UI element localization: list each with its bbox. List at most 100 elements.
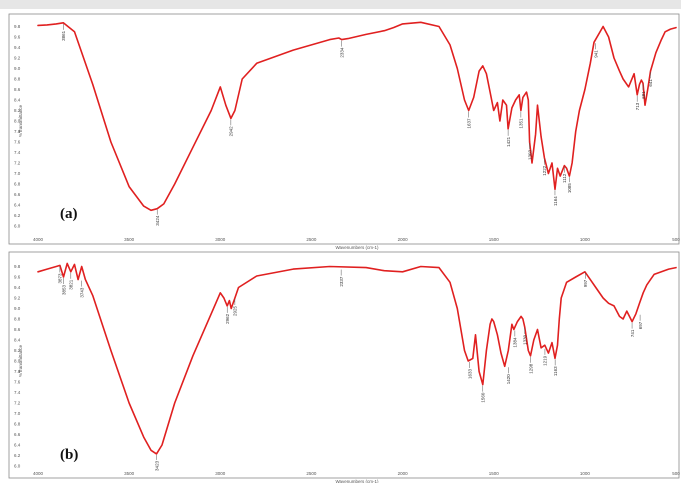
peak-label: 3424 — [155, 215, 160, 226]
top-border-strip — [0, 0, 681, 9]
peak-label: 1222 — [542, 165, 547, 176]
panel-label: (b) — [60, 447, 78, 463]
y-tick-label: 9.6 — [14, 275, 21, 280]
peak-label: 1351 — [519, 118, 524, 129]
peak-label: 941 — [593, 50, 598, 58]
y-tick-label: 6.6 — [14, 192, 21, 197]
x-tick-label: 2500 — [306, 471, 317, 476]
peak-label: 1330 — [523, 334, 528, 345]
y-tick-label: 7.0 — [14, 411, 21, 416]
y-tick-label: 6.0 — [14, 464, 21, 469]
peak-label: 3821 — [69, 279, 74, 290]
peak-label: 1384 — [513, 337, 518, 348]
y-tick-label: 9.8 — [14, 264, 21, 269]
peak-label: 3743 — [80, 287, 85, 298]
x-tick-label: 4000 — [33, 237, 44, 242]
peak-label: 1164 — [553, 196, 558, 206]
x-tick-label: 4000 — [33, 471, 44, 476]
y-tick-label: 8.8 — [14, 317, 21, 322]
x-tick-label: 3500 — [124, 237, 135, 242]
x-tick-label: 1000 — [580, 237, 591, 242]
y-axis-label: %Transmittance — [18, 104, 23, 137]
x-tick-label: 2000 — [398, 237, 409, 242]
y-tick-label: 6.4 — [14, 203, 21, 208]
y-tick-label: 9.0 — [14, 66, 21, 71]
y-tick-label: 8.2 — [14, 108, 21, 113]
peak-label: 1219 — [543, 355, 548, 366]
spectrum-panel-a: 6.0 6.2 6.4 6.6 6.8 7.0 7.2 7.4 7.6 7.8 8.0 8.2 8.4 8… — [8, 13, 680, 250]
peak-label: 2925 — [233, 306, 238, 317]
y-tick-label: 9.4 — [14, 285, 21, 290]
y-tick-label: 8.6 — [14, 87, 21, 92]
peak-label: 1112 — [562, 173, 567, 183]
peak-label: 1085 — [567, 183, 572, 194]
peak-label: 713 — [635, 102, 640, 110]
peak-label: 1637 — [467, 118, 472, 129]
peak-label: 3873 — [58, 273, 63, 284]
x-axis-label: Wavenumbers (cm-1) — [335, 479, 379, 483]
y-tick-label: 8.8 — [14, 77, 21, 82]
panel-label: (a) — [60, 206, 78, 222]
peak-label: 2334 — [339, 47, 344, 58]
peak-label: 1633 — [467, 369, 472, 380]
y-tick-label: 8.4 — [14, 338, 21, 343]
y-tick-label: 7.8 — [14, 129, 21, 134]
y-tick-label: 6.4 — [14, 443, 21, 448]
y-tick-label: 7.6 — [14, 380, 21, 385]
x-tick-label: 2000 — [398, 471, 409, 476]
y-tick-label: 7.0 — [14, 171, 21, 176]
x-tick-label: 2500 — [306, 237, 317, 242]
peak-label: 1163 — [553, 366, 558, 376]
y-tick-label: 9.4 — [14, 45, 21, 50]
y-tick-label: 6.8 — [14, 422, 21, 427]
x-axis-label: Wavenumbers (cm-1) — [335, 245, 379, 250]
peak-label: 641 — [648, 79, 653, 87]
y-tick-label: 9.8 — [14, 24, 21, 29]
x-tick-label: 1500 — [489, 471, 500, 476]
y-tick-label: 8.0 — [14, 359, 21, 364]
y-axis-label: %Transmittance — [18, 344, 23, 377]
peak-label: 741 — [630, 329, 635, 337]
peak-label: 2962 — [225, 313, 230, 324]
y-tick-label: 7.8 — [14, 369, 21, 374]
y-tick-label: 9.2 — [14, 296, 21, 301]
y-tick-label: 8.4 — [14, 98, 21, 103]
peak-label: 681 — [641, 91, 646, 99]
y-tick-label: 6.0 — [14, 224, 21, 229]
x-tick-label: 3500 — [124, 471, 135, 476]
y-tick-label: 7.6 — [14, 140, 21, 145]
x-tick-label: 500 — [672, 237, 680, 242]
y-tick-label: 9.6 — [14, 35, 21, 40]
plot-frame — [8, 13, 680, 245]
spectrum-line — [37, 21, 677, 212]
peak-label: 3853 — [61, 285, 66, 296]
x-tick-label: 1000 — [580, 471, 591, 476]
x-tick-label: 3000 — [215, 471, 226, 476]
spectrum-panel-b: 6.0 6.2 6.4 6.6 6.8 7.0 7.2 7.4 7.6 7.8 8.0 8.2 8.4 8… — [8, 251, 680, 483]
peak-label: 1420 — [506, 374, 511, 385]
peak-label: 997 — [583, 279, 588, 287]
y-tick-label: 8.0 — [14, 119, 21, 124]
x-tick-label: 500 — [672, 471, 680, 476]
plot-frame — [8, 251, 680, 479]
peak-label: 2942 — [229, 126, 234, 137]
y-tick-label: 7.4 — [14, 150, 21, 155]
peak-label: 1560 — [481, 392, 486, 403]
peak-label: 1303 — [527, 150, 532, 161]
y-tick-label: 6.2 — [14, 213, 21, 218]
x-tick-label: 1500 — [489, 237, 500, 242]
y-tick-label: 7.2 — [14, 161, 21, 166]
y-tick-label: 9.0 — [14, 306, 21, 311]
spectrum-line — [37, 262, 677, 455]
y-tick-label: 8.2 — [14, 348, 21, 353]
y-tick-label: 7.4 — [14, 390, 21, 395]
y-tick-label: 7.2 — [14, 401, 21, 406]
peak-label: 697 — [638, 321, 643, 329]
x-tick-label: 3000 — [215, 237, 226, 242]
peak-label: 3423 — [154, 460, 159, 471]
y-tick-label: 9.2 — [14, 56, 21, 61]
peak-label: 2337 — [339, 276, 344, 287]
y-tick-label: 6.6 — [14, 432, 21, 437]
y-tick-label: 8.6 — [14, 327, 21, 332]
peak-label: 1421 — [506, 136, 511, 147]
